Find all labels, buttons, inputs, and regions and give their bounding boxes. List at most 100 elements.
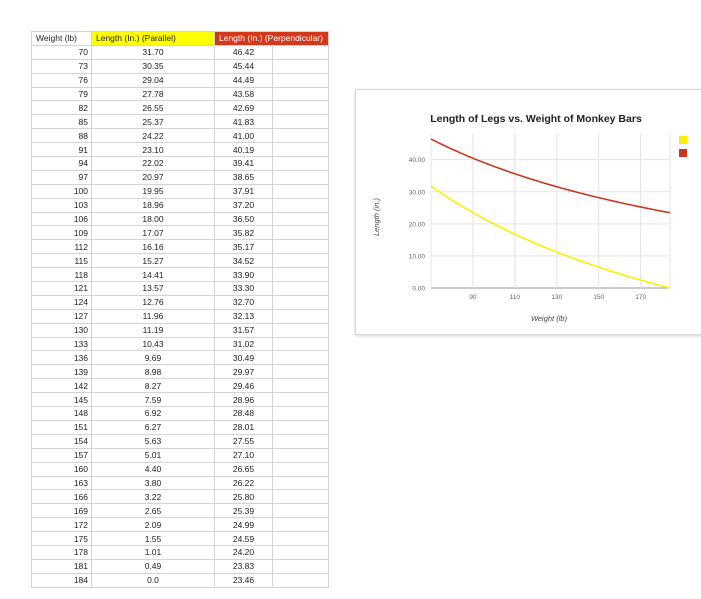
cell-empty[interactable]: [272, 461, 329, 477]
cell-length-parallel[interactable]: 17.07: [91, 225, 215, 241]
cell-weight[interactable]: 145: [31, 392, 92, 408]
cell-weight[interactable]: 88: [31, 128, 92, 144]
cell-length-parallel[interactable]: 13.57: [91, 281, 215, 296]
cell-length-perpendicular[interactable]: 28.01: [214, 419, 273, 435]
cell-weight[interactable]: 121: [31, 281, 92, 296]
cell-empty[interactable]: [272, 336, 329, 352]
cell-weight[interactable]: 133: [31, 336, 92, 352]
cell-weight[interactable]: 175: [31, 531, 92, 546]
cell-length-perpendicular[interactable]: 24.20: [214, 544, 273, 560]
cell-weight[interactable]: 184: [31, 572, 92, 588]
cell-length-parallel[interactable]: 29.04: [91, 72, 215, 88]
cell-empty[interactable]: [272, 72, 329, 88]
cell-weight[interactable]: 118: [31, 267, 92, 283]
cell-length-parallel[interactable]: 15.27: [91, 253, 215, 269]
cell-length-perpendicular[interactable]: 39.41: [214, 156, 273, 171]
cell-length-perpendicular[interactable]: 31.02: [214, 336, 273, 352]
cell-empty[interactable]: [272, 517, 329, 533]
cell-empty[interactable]: [272, 156, 329, 171]
cell-weight[interactable]: 70: [31, 44, 92, 60]
cell-empty[interactable]: [272, 239, 329, 255]
cell-length-parallel[interactable]: 10.43: [91, 336, 215, 352]
cell-length-perpendicular[interactable]: 41.83: [214, 114, 273, 130]
cell-length-parallel[interactable]: 11.19: [91, 322, 215, 338]
cell-length-parallel[interactable]: 9.69: [91, 350, 215, 366]
cell-empty[interactable]: [272, 114, 329, 130]
cell-empty[interactable]: [272, 572, 329, 588]
cell-length-perpendicular[interactable]: 40.19: [214, 142, 273, 158]
cell-empty[interactable]: [272, 308, 329, 324]
cell-length-parallel[interactable]: 12.76: [91, 294, 215, 310]
cell-empty[interactable]: [272, 378, 329, 394]
cell-length-perpendicular[interactable]: 25.39: [214, 503, 273, 519]
cell-length-parallel[interactable]: 0.0: [91, 572, 215, 588]
cell-weight[interactable]: 97: [31, 169, 92, 185]
cell-length-perpendicular[interactable]: 46.42: [214, 44, 273, 60]
cell-length-perpendicular[interactable]: 41.00: [214, 128, 273, 144]
cell-weight[interactable]: 82: [31, 100, 92, 116]
cell-length-parallel[interactable]: 14.41: [91, 267, 215, 283]
cell-empty[interactable]: [272, 281, 329, 296]
cell-empty[interactable]: [272, 128, 329, 144]
cell-length-parallel[interactable]: 6.27: [91, 419, 215, 435]
cell-length-perpendicular[interactable]: 28.96: [214, 392, 273, 408]
cell-length-parallel[interactable]: 27.78: [91, 86, 215, 102]
cell-weight[interactable]: 178: [31, 544, 92, 560]
cell-weight[interactable]: 163: [31, 475, 92, 491]
legend-swatch-parallel[interactable]: [679, 136, 687, 144]
cell-empty[interactable]: [272, 322, 329, 338]
cell-length-parallel[interactable]: 20.97: [91, 169, 215, 185]
cell-length-parallel[interactable]: 31.70: [91, 44, 215, 60]
cell-weight[interactable]: 160: [31, 461, 92, 477]
cell-length-parallel[interactable]: 11.96: [91, 308, 215, 324]
cell-weight[interactable]: 139: [31, 364, 92, 380]
cell-weight[interactable]: 79: [31, 86, 92, 102]
cell-length-parallel[interactable]: 2.09: [91, 517, 215, 533]
cell-weight[interactable]: 157: [31, 447, 92, 463]
cell-length-parallel[interactable]: 18.96: [91, 197, 215, 213]
cell-length-perpendicular[interactable]: 27.55: [214, 433, 273, 449]
cell-empty[interactable]: [272, 433, 329, 449]
cell-empty[interactable]: [272, 544, 329, 560]
cell-empty[interactable]: [272, 558, 329, 574]
cell-length-perpendicular[interactable]: 34.52: [214, 253, 273, 269]
cell-length-perpendicular[interactable]: 33.90: [214, 267, 273, 283]
cell-length-parallel[interactable]: 30.35: [91, 58, 215, 74]
cell-length-perpendicular[interactable]: 36.50: [214, 211, 273, 227]
cell-length-parallel[interactable]: 5.63: [91, 433, 215, 449]
cell-length-parallel[interactable]: 25.37: [91, 114, 215, 130]
cell-length-parallel[interactable]: 2.65: [91, 503, 215, 519]
cell-length-perpendicular[interactable]: 23.46: [214, 572, 273, 588]
cell-length-parallel[interactable]: 4.40: [91, 461, 215, 477]
cell-length-parallel[interactable]: 8.98: [91, 364, 215, 380]
cell-empty[interactable]: [272, 100, 329, 116]
cell-length-perpendicular[interactable]: 29.97: [214, 364, 273, 380]
cell-length-perpendicular[interactable]: 38.65: [214, 169, 273, 185]
cell-length-perpendicular[interactable]: 24.99: [214, 517, 273, 533]
cell-length-perpendicular[interactable]: 45.44: [214, 58, 273, 74]
cell-empty[interactable]: [272, 86, 329, 102]
cell-weight[interactable]: 100: [31, 183, 92, 199]
cell-empty[interactable]: [272, 225, 329, 241]
cell-length-parallel[interactable]: 1.55: [91, 531, 215, 546]
legend-swatch-perpendicular[interactable]: [679, 149, 687, 157]
cell-empty[interactable]: [272, 58, 329, 74]
cell-length-perpendicular[interactable]: 26.65: [214, 461, 273, 477]
cell-weight[interactable]: 181: [31, 558, 92, 574]
header-weight[interactable]: Weight (lb): [31, 31, 92, 46]
cell-length-parallel[interactable]: 22.02: [91, 156, 215, 171]
cell-empty[interactable]: [272, 211, 329, 227]
cell-length-perpendicular[interactable]: 42.69: [214, 100, 273, 116]
cell-length-perpendicular[interactable]: 30.49: [214, 350, 273, 366]
cell-length-perpendicular[interactable]: 32.70: [214, 294, 273, 310]
cell-length-parallel[interactable]: 0.49: [91, 558, 215, 574]
header-length-parallel[interactable]: Length (In.) (Parallel): [91, 31, 215, 46]
cell-weight[interactable]: 169: [31, 503, 92, 519]
cell-empty[interactable]: [272, 253, 329, 269]
cell-weight[interactable]: 172: [31, 517, 92, 533]
cell-length-perpendicular[interactable]: 25.80: [214, 489, 273, 505]
cell-weight[interactable]: 127: [31, 308, 92, 324]
cell-empty[interactable]: [272, 475, 329, 491]
cell-empty[interactable]: [272, 489, 329, 505]
cell-empty[interactable]: [272, 267, 329, 283]
